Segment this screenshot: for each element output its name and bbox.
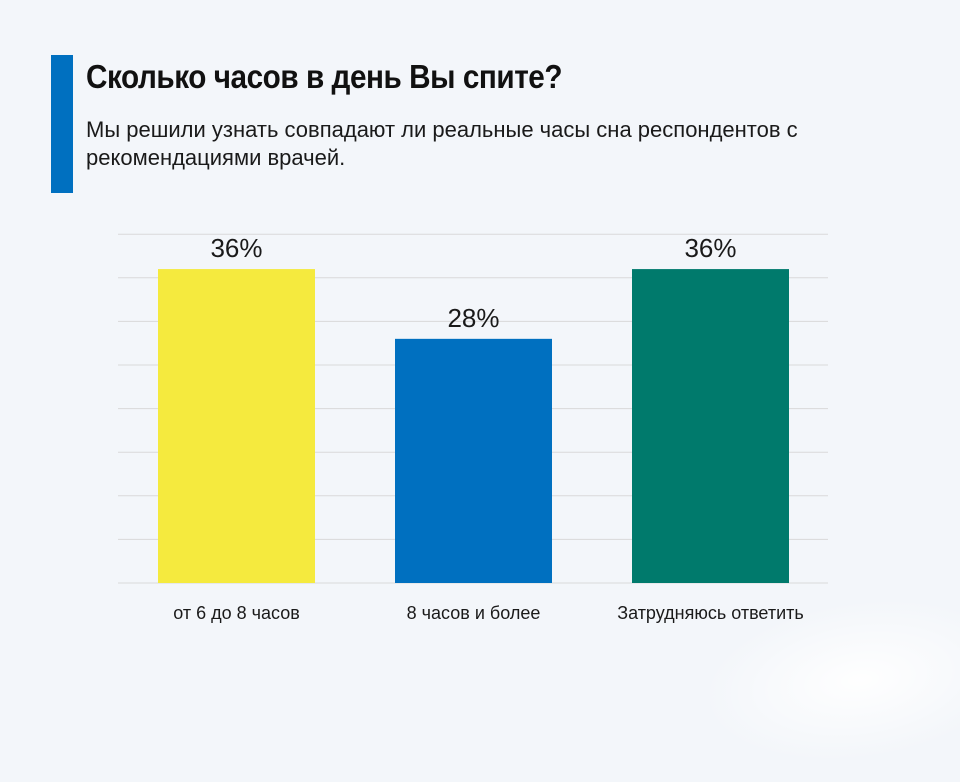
data-label: 36% — [684, 233, 736, 263]
bar-chart: 36% 28% 36% от 6 до 8 часов 8 часов и более… — [118, 233, 828, 623]
data-label: 36% — [210, 233, 262, 263]
category-labels: от 6 до 8 часов 8 часов и более Затрудняюс… — [173, 603, 804, 623]
bar-1 — [158, 269, 315, 583]
bar-2 — [395, 338, 552, 583]
category-label: Затрудняюсь ответить — [617, 603, 804, 623]
bars — [158, 269, 789, 583]
bar-3 — [632, 269, 789, 583]
category-label: 8 часов и более — [407, 603, 541, 623]
page-title: Сколько часов в день Вы спите? — [86, 58, 563, 95]
data-label: 28% — [447, 303, 499, 333]
category-label: от 6 до 8 часов — [173, 603, 300, 623]
page-subtitle: Мы решили узнать совпадают ли реальные ч… — [86, 117, 798, 170]
title-accent-bar — [51, 55, 73, 193]
data-labels: 36% 28% 36% — [210, 233, 736, 333]
